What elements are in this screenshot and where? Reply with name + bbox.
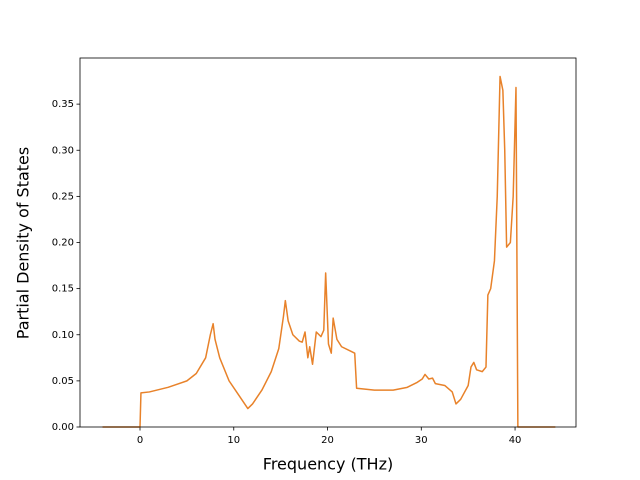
y-tick-label: 0.15 — [52, 284, 74, 295]
y-axis-label: Partial Density of States — [14, 147, 33, 339]
y-tick-label: 0.05 — [52, 376, 74, 387]
x-tick-label: 10 — [227, 435, 240, 446]
y-tick-label: 0.30 — [52, 145, 74, 156]
y-tick-label: 0.35 — [52, 99, 74, 110]
y-tick-label: 0.00 — [52, 422, 74, 433]
x-tick-label: 40 — [509, 435, 522, 446]
x-tick-label: 0 — [137, 435, 143, 446]
x-tick-label: 20 — [321, 435, 334, 446]
line-series — [102, 75, 556, 428]
y-tick-label: 0.10 — [52, 330, 74, 341]
x-axis-label: Frequency (THz) — [263, 455, 393, 474]
y-tick-label: 0.25 — [52, 191, 74, 202]
x-tick-label: 30 — [415, 435, 428, 446]
y-tick-label: 0.20 — [52, 238, 74, 249]
plot-frame — [79, 57, 577, 428]
